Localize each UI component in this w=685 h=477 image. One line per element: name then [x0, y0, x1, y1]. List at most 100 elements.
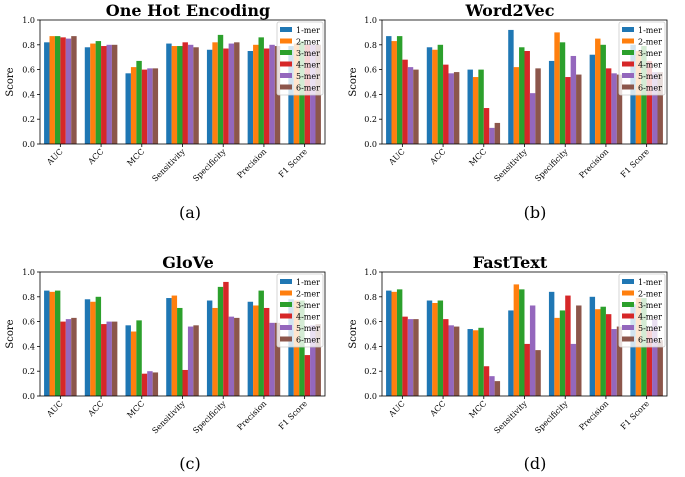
chart-panel-b: Word2Vec Score 0.0 0.2 0.4 0.6 0.8 1.0 AUC ACC M…	[348, 1, 668, 222]
bar-b-1-mer-mcc	[467, 69, 473, 144]
y-tick-label-b: 0.0	[364, 140, 377, 149]
chart-panel-d: FastText Score 0.0 0.2 0.4 0.6 0.8 1.0 AUC ACC M…	[348, 253, 668, 473]
chart-title-b: Word2Vec	[465, 1, 555, 20]
x-tick-label-c: Sensitivity	[150, 399, 187, 436]
bar-c-4-mer-f1-score	[304, 355, 311, 396]
legend-swatch-c-3-mer	[280, 302, 292, 307]
y-tick-label-d: 0.6	[364, 318, 377, 327]
bar-c-4-mer-sensitivity	[182, 369, 188, 396]
x-tick-label-d: Precision	[577, 399, 610, 432]
x-tick-label-d: Sensitivity	[492, 399, 529, 436]
bar-d-1-mer-specificity	[548, 291, 555, 396]
bar-b-5-mer-mcc	[489, 127, 495, 144]
chart-panel-a: One Hot Encoding Score 0.0 0.2 0.4 0.6 0.8 1.…	[5, 1, 326, 222]
bar-d-2-mer-precision	[595, 309, 601, 396]
legend-swatch-d-3-mer	[622, 302, 634, 307]
y-tick-label-a: 0.6	[22, 66, 35, 75]
bar-b-6-mer-sensitivity	[535, 68, 541, 144]
x-tick-label-a: F1 Score	[277, 147, 309, 179]
bar-c-3-mer-specificity	[217, 286, 224, 396]
legend-swatch-a-2-mer	[280, 38, 292, 44]
x-tick-label-b: Precision	[577, 147, 610, 180]
legend-swatch-b-6-mer	[622, 84, 634, 90]
y-tick-label-a: 0.0	[22, 140, 35, 149]
y-tick-label-c: 0.0	[22, 392, 35, 401]
legend-swatch-c-4-mer	[280, 313, 292, 319]
x-tick-label-b: AUC	[387, 147, 407, 167]
x-tick-label-b: Specificity	[533, 147, 570, 184]
legend-swatch-a-5-mer	[280, 73, 292, 78]
bar-b-1-mer-sensitivity	[508, 29, 514, 145]
bar-b-2-mer-f1-score	[635, 51, 642, 144]
x-tick-label-a: Sensitivity	[150, 147, 187, 184]
bar-c-1-mer-specificity	[206, 300, 213, 396]
bar-c-6-mer-precision	[274, 322, 281, 396]
bar-b-3-mer-precision	[600, 44, 606, 144]
bar-a-1-mer-sensitivity	[166, 43, 172, 145]
bar-a-1-mer-acc	[84, 47, 91, 144]
y-axis-label-d: Score	[348, 319, 359, 348]
bar-c-5-mer-mcc	[147, 371, 153, 396]
bar-a-1-mer-auc	[44, 42, 50, 144]
bar-a-2-mer-sensitivity	[171, 46, 178, 144]
bar-c-2-mer-f1-score	[293, 300, 300, 396]
x-tick-label-c: Specificity	[191, 399, 228, 436]
y-tick-label-d: 0.2	[364, 367, 377, 376]
bar-c-4-mer-precision	[263, 307, 270, 396]
bar-b-1-mer-acc	[426, 47, 433, 144]
legend-label-c-6-mer: 6-mer	[296, 336, 320, 345]
bar-b-4-mer-auc	[402, 59, 408, 144]
legend-label-d-1-mer: 1-mer	[638, 278, 662, 287]
x-tick-label-c: AUC	[45, 399, 65, 419]
bar-a-4-mer-auc	[60, 37, 66, 144]
chart-title-d: FastText	[473, 253, 548, 272]
bar-a-3-mer-auc	[54, 36, 61, 145]
x-tick-label-b: MCC	[467, 147, 488, 168]
bar-d-2-mer-auc	[391, 291, 397, 396]
bar-a-6-mer-auc	[71, 36, 77, 145]
bar-c-3-mer-sensitivity	[177, 307, 183, 396]
bar-c-1-mer-auc	[44, 290, 50, 396]
legend-label-d-2-mer: 2-mer	[638, 290, 662, 299]
bar-d-3-mer-mcc	[478, 327, 484, 396]
legend-label-b-4-mer: 4-mer	[638, 61, 662, 70]
bar-a-6-mer-acc	[111, 44, 118, 144]
bar-c-2-mer-sensitivity	[171, 295, 178, 396]
bar-d-6-mer-sensitivity	[535, 350, 541, 396]
legend-label-a-6-mer: 6-mer	[296, 84, 320, 93]
legend-swatch-b-3-mer	[622, 50, 634, 55]
bar-a-2-mer-precision	[253, 44, 259, 144]
plot-area-a: 0.0 0.2 0.4 0.6 0.8 1.0 AUC ACC MCC Sensitivity Sp…	[22, 16, 326, 184]
legend-swatch-b-5-mer	[622, 73, 634, 78]
bar-c-5-mer-auc	[65, 319, 72, 396]
bar-b-5-mer-auc	[407, 67, 414, 144]
x-tick-label-c: Precision	[235, 399, 268, 432]
legend-label-d-3-mer: 3-mer	[638, 301, 662, 310]
legend-label-b-3-mer: 3-mer	[638, 49, 662, 58]
x-tick-label-a: ACC	[86, 147, 106, 167]
bar-c-5-mer-sensitivity	[187, 326, 194, 396]
caption-d: (d)	[524, 454, 547, 473]
bar-b-5-mer-sensitivity	[529, 93, 536, 144]
bar-d-6-mer-mcc	[494, 381, 501, 396]
legend-label-b-5-mer: 5-mer	[638, 72, 662, 81]
bar-a-5-mer-specificity	[228, 43, 235, 145]
bar-a-1-mer-mcc	[125, 73, 131, 144]
bar-a-3-mer-mcc	[136, 60, 142, 144]
x-tick-label-c: MCC	[125, 399, 146, 420]
bar-a-4-mer-mcc	[141, 69, 148, 144]
plot-area-c: 0.0 0.2 0.4 0.6 0.8 1.0 AUC ACC MCC Sensitivity Sp…	[22, 268, 326, 436]
x-tick-label-a: AUC	[45, 147, 65, 167]
bar-b-5-mer-specificity	[570, 55, 577, 144]
x-tick-label-b: ACC	[428, 147, 448, 167]
legend-swatch-d-2-mer	[622, 290, 634, 296]
x-tick-label-a: MCC	[125, 147, 146, 168]
legend-swatch-b-2-mer	[622, 38, 634, 44]
bar-d-3-mer-sensitivity	[519, 289, 525, 396]
y-axis-label-a: Score	[5, 67, 16, 96]
bar-d-6-mer-specificity	[576, 305, 582, 396]
bar-b-2-mer-auc	[391, 41, 397, 144]
bar-c-5-mer-f1-score	[310, 325, 316, 396]
bar-a-6-mer-mcc	[152, 68, 159, 144]
bar-b-2-mer-sensitivity	[513, 67, 520, 144]
